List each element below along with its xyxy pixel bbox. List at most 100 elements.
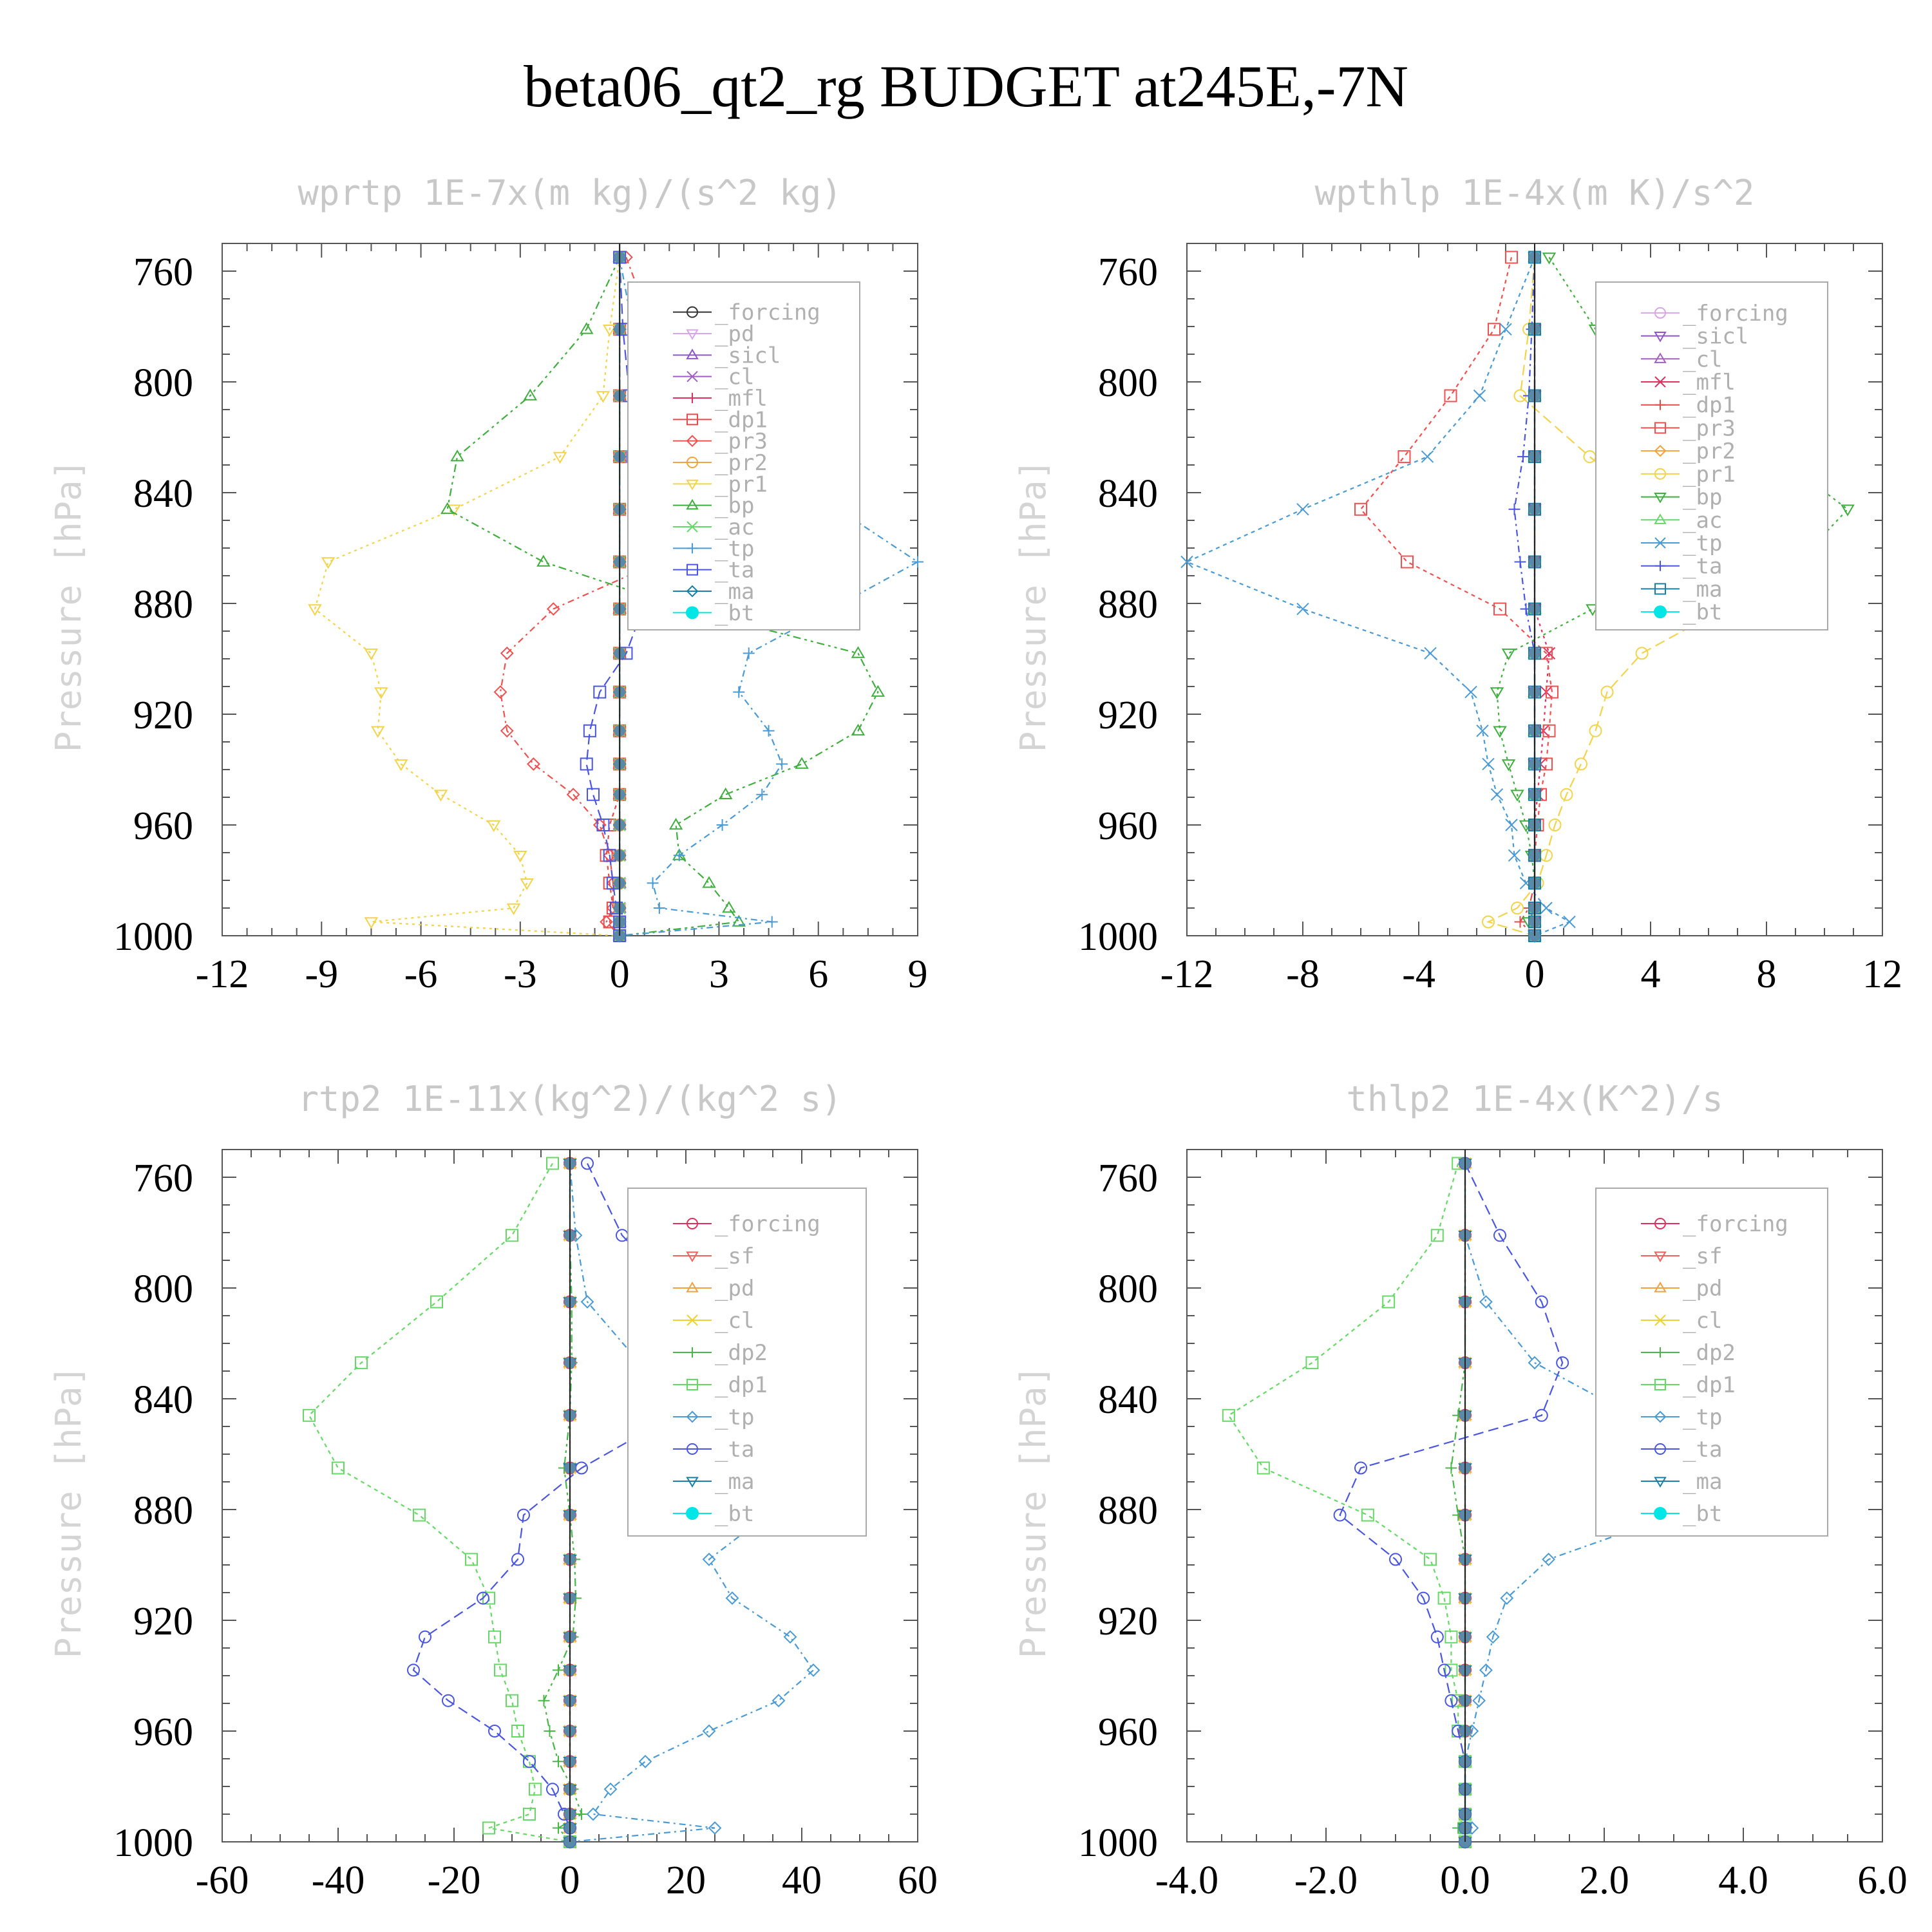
- x-tick-label: 8: [1757, 952, 1777, 996]
- data-point: [364, 917, 379, 929]
- x-tick-label: 60: [898, 1859, 938, 1902]
- data-point: [1305, 1356, 1319, 1370]
- data-point: [1256, 1461, 1270, 1475]
- x-tick-label: 3: [709, 952, 729, 996]
- data-point: [1589, 724, 1602, 737]
- x-tick-label: 12: [1862, 952, 1902, 996]
- data-point: [702, 1552, 716, 1566]
- series-line: [1533, 257, 1550, 936]
- y-tick-label: 920: [133, 694, 193, 737]
- data-point: [407, 1663, 420, 1677]
- series-line: [308, 1162, 571, 1843]
- legend-marker: [1654, 352, 1667, 363]
- data-point: [1505, 251, 1518, 264]
- data-point: [488, 1725, 501, 1738]
- data-point: [1296, 503, 1309, 516]
- data-point: [1444, 1630, 1458, 1643]
- legend-entry: _ma: [1683, 576, 1722, 602]
- legend: _forcing_pd_sicl_cl_mfl_dp1_pr3_pr2_pr1_…: [627, 281, 860, 630]
- data-point: [596, 819, 610, 831]
- data-point: [500, 724, 514, 738]
- data-point: [1397, 450, 1411, 464]
- data-point: [1445, 1462, 1457, 1474]
- legend-entry: _pd: [715, 321, 754, 347]
- y-tick-label: 880: [1098, 583, 1158, 627]
- legend-entry: _dp2: [1683, 1340, 1736, 1366]
- y-tick-label: 1000: [1078, 915, 1158, 959]
- data-point: [1401, 555, 1414, 569]
- y-tick-label: 920: [133, 1600, 193, 1643]
- data-point: [1556, 1356, 1569, 1370]
- data-point: [1490, 788, 1504, 801]
- data-point: [1437, 1663, 1451, 1677]
- data-point: [756, 788, 768, 800]
- data-point: [1417, 1591, 1430, 1605]
- data-point: [1548, 819, 1562, 831]
- data-point: [1535, 1408, 1548, 1422]
- legend-marker: [1654, 376, 1666, 388]
- data-point: [1563, 915, 1576, 929]
- data-point: [523, 1808, 536, 1821]
- series-line: [605, 257, 621, 936]
- data-point: [716, 819, 728, 831]
- data-point: [1482, 757, 1495, 771]
- data-point: [553, 1664, 564, 1676]
- legend-entry: _pr3: [1683, 415, 1736, 441]
- y-tick-label: 760: [133, 251, 193, 294]
- data-point: [772, 1694, 786, 1708]
- data-point: [430, 1295, 443, 1309]
- legend-marker: [1655, 560, 1665, 571]
- data-point: [1430, 1229, 1444, 1242]
- legend-marker: [686, 1410, 699, 1423]
- y-tick-label: 840: [133, 1378, 193, 1422]
- data-point: [527, 757, 540, 771]
- legend-marker: [1654, 422, 1666, 434]
- legend-entry: _mfl: [715, 386, 768, 412]
- data-point: [1482, 915, 1495, 929]
- legend-entry: _forcing: [715, 1211, 820, 1237]
- legend-entry: _forcing: [1683, 301, 1788, 327]
- legend-marker: [686, 1507, 699, 1520]
- legend-marker: [687, 413, 698, 426]
- legend-entry: _dp1: [715, 407, 768, 433]
- data-point: [851, 723, 866, 736]
- data-point: [355, 1356, 368, 1370]
- legend-entry: _sf: [1683, 1244, 1722, 1269]
- legend-marker: [686, 479, 699, 491]
- data-point: [1493, 1229, 1506, 1242]
- legend-entry: _bt: [1683, 600, 1722, 625]
- data-point: [482, 1821, 495, 1835]
- legend-entry: _cl: [1683, 346, 1722, 372]
- legend-entry: _cl: [715, 1308, 754, 1334]
- data-point: [486, 820, 501, 832]
- data-point: [668, 818, 683, 830]
- y-tick-label: 800: [1098, 1267, 1158, 1311]
- legend-marker: [1654, 468, 1666, 480]
- x-tick-label: 0.0: [1440, 1859, 1490, 1902]
- data-point: [673, 849, 685, 862]
- data-point: [638, 1754, 652, 1768]
- legend-marker: [1654, 537, 1666, 549]
- data-point: [513, 851, 527, 863]
- data-point: [1180, 555, 1193, 569]
- x-tick-label: -2.0: [1294, 1859, 1358, 1902]
- y-tick-label: 960: [1098, 1710, 1158, 1754]
- data-point: [722, 901, 736, 913]
- x-tick-label: 6: [808, 952, 828, 996]
- panel-title: wprtp 1E-7x(m kg)/(s^2 kg): [298, 173, 842, 213]
- panel-title: rtp2 1E-11x(kg^2)/(kg^2 s): [298, 1079, 842, 1119]
- data-point: [1583, 450, 1596, 464]
- legend-marker: [687, 1347, 697, 1358]
- data-point: [795, 757, 809, 769]
- data-point: [520, 878, 534, 891]
- data-point: [806, 1663, 820, 1677]
- x-tick-label: 0: [1525, 952, 1545, 996]
- x-tick-label: 4: [1641, 952, 1661, 996]
- y-tick-label: 960: [133, 804, 193, 848]
- legend-marker: [687, 543, 697, 554]
- legend-marker: [1655, 399, 1665, 410]
- legend-entry: _pr2: [715, 450, 768, 476]
- data-point: [1490, 687, 1504, 699]
- data-point: [1841, 504, 1855, 516]
